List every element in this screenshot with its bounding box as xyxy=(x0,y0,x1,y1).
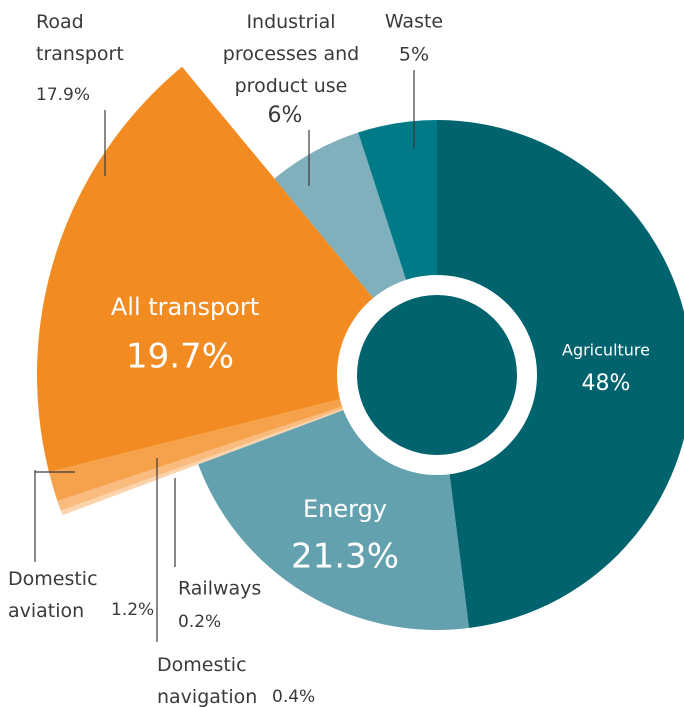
slice-value-label: 21.3% xyxy=(291,537,399,577)
center-disc xyxy=(357,295,517,455)
pie-slice xyxy=(48,375,437,501)
slice-value-label: 5% xyxy=(399,44,429,66)
slice-label: Industrial processes and product use xyxy=(223,11,359,97)
slice-value-label: 0.2% xyxy=(178,612,221,632)
slice-label: Agriculture xyxy=(562,341,650,360)
group-label: All transport xyxy=(111,293,259,321)
slice-value-label: 0.4% xyxy=(272,687,315,707)
pie-slice xyxy=(37,66,438,473)
group-value-label: 19.7% xyxy=(126,337,234,377)
pie-slice xyxy=(57,375,437,511)
slice-value-label: 6% xyxy=(268,103,303,128)
slice-label: Domestic aviation xyxy=(8,568,98,622)
slice-label: Domestic navigation xyxy=(157,654,257,707)
pie-slice xyxy=(60,375,437,516)
slice-label: Energy xyxy=(303,495,387,523)
slice-label: Waste xyxy=(385,11,443,33)
pie-slice xyxy=(437,120,684,628)
slice-value-label: 17.9% xyxy=(36,85,90,105)
slice-value-label: 48% xyxy=(582,371,631,396)
slice-label: Railways xyxy=(178,578,261,600)
slice-value-label: 1.2% xyxy=(111,600,154,620)
slice-label: Road transport xyxy=(36,11,124,65)
